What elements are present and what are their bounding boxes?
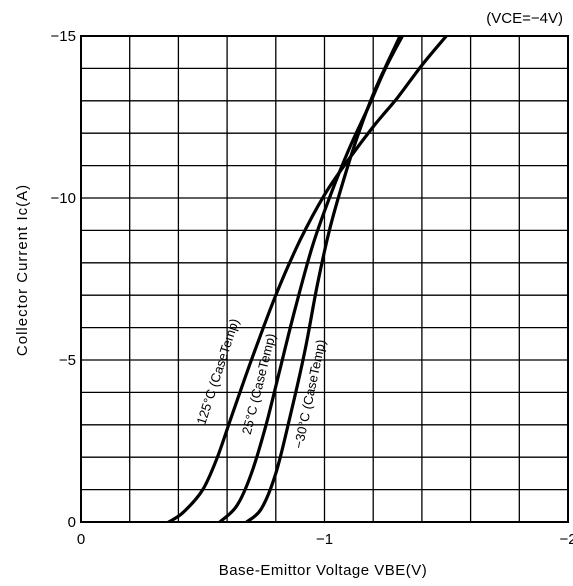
- y-axis-label: Collector Current Ic(A): [14, 184, 31, 356]
- y-tick-label: 0: [68, 514, 76, 531]
- series-line-25: [218, 36, 404, 522]
- curve-label-25c: 25°C (CaseTemp): [239, 332, 279, 436]
- x-tick-label: 0: [77, 531, 85, 548]
- series-line-minus30: [245, 36, 402, 522]
- grid: [81, 36, 568, 522]
- series-line-125: [167, 36, 448, 522]
- tick-labels: 0 −1 −2 0 −5 −10 −15: [51, 28, 573, 548]
- x-tick-label: −1: [316, 531, 333, 548]
- x-tick-label: −2: [559, 531, 573, 548]
- condition-note: (VCE=−4V): [486, 10, 563, 27]
- plot-frame: [80, 35, 569, 523]
- y-tick-label: −10: [51, 190, 76, 207]
- x-axis-label: Base-Emittor Voltage VBE(V): [219, 562, 428, 579]
- y-tick-label: −15: [51, 28, 76, 45]
- series-group: [167, 36, 448, 522]
- y-tick-label: −5: [59, 352, 76, 369]
